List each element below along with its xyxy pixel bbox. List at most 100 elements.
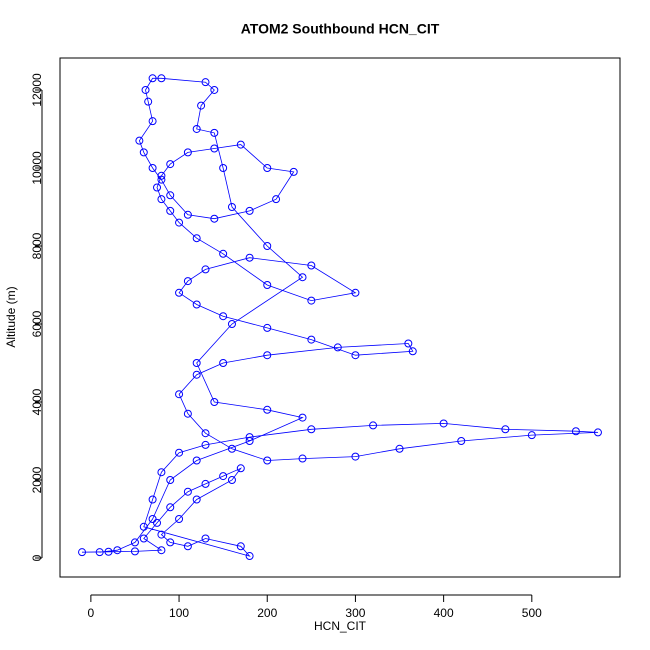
data-point — [192, 234, 201, 243]
data-point — [236, 464, 245, 473]
data-point — [307, 296, 316, 305]
data-point — [157, 468, 166, 477]
data-point — [395, 444, 404, 453]
data-point — [201, 78, 210, 87]
data-point — [263, 280, 272, 289]
data-point — [219, 472, 228, 481]
data-point — [153, 518, 162, 527]
x-axis-label: HCN_CIT — [314, 619, 367, 633]
data-point — [245, 436, 254, 445]
data-point — [439, 419, 448, 428]
data-point — [501, 425, 510, 434]
data-point — [210, 214, 219, 223]
data-point — [201, 265, 210, 274]
y-tick-label: 12000 — [30, 73, 44, 107]
data-point — [139, 522, 148, 531]
data-point — [166, 476, 175, 485]
data-point — [593, 428, 602, 437]
data-point — [139, 534, 148, 543]
data-point — [183, 542, 192, 551]
data-point — [183, 409, 192, 418]
data-point — [210, 128, 219, 137]
data-point — [263, 163, 272, 172]
data-point — [210, 397, 219, 406]
x-tick-label: 0 — [88, 606, 95, 620]
data-point — [175, 218, 184, 227]
data-point — [298, 413, 307, 422]
data-point — [307, 425, 316, 434]
y-tick-label: 10000 — [30, 151, 44, 185]
data-point — [166, 503, 175, 512]
data-point — [192, 124, 201, 133]
data-point — [571, 427, 580, 436]
y-tick-label: 0 — [30, 554, 44, 561]
data-point — [227, 476, 236, 485]
data-point — [210, 144, 219, 153]
data-point — [201, 440, 210, 449]
data-point — [135, 136, 144, 145]
data-point — [307, 335, 316, 344]
data-point — [333, 343, 342, 352]
y-tick-label: 2000 — [30, 466, 44, 493]
data-point — [157, 195, 166, 204]
data-point — [175, 515, 184, 524]
data-point — [236, 542, 245, 551]
data-point — [113, 546, 122, 555]
data-point — [263, 323, 272, 332]
data-point — [289, 167, 298, 176]
data-point — [404, 339, 413, 348]
data-point — [130, 538, 139, 547]
data-point — [245, 206, 254, 215]
data-point — [201, 479, 210, 488]
data-point — [148, 117, 157, 126]
data-point — [227, 319, 236, 328]
data-line — [81, 77, 599, 557]
data-point — [245, 433, 254, 442]
chart-title: ATOM2 Southbound HCN_CIT — [241, 21, 440, 37]
data-point — [157, 530, 166, 539]
data-point — [157, 546, 166, 555]
data-point — [192, 495, 201, 504]
data-point — [153, 183, 162, 192]
y-axis-label: Altitude (m) — [4, 286, 18, 347]
data-point — [148, 163, 157, 172]
data-point — [95, 548, 104, 557]
data-point — [227, 444, 236, 453]
data-point — [227, 202, 236, 211]
data-point — [166, 191, 175, 200]
data-point — [298, 454, 307, 463]
data-point — [210, 85, 219, 94]
data-point — [183, 277, 192, 286]
data-point — [157, 171, 166, 180]
data-point — [192, 300, 201, 309]
data-point — [457, 436, 466, 445]
data-point — [157, 74, 166, 83]
data-point — [263, 351, 272, 360]
data-point — [219, 249, 228, 258]
data-point — [166, 206, 175, 215]
data-point — [351, 288, 360, 297]
data-point — [144, 97, 153, 106]
data-point — [175, 390, 184, 399]
data-point — [175, 448, 184, 457]
data-point — [192, 358, 201, 367]
y-tick-label: 8000 — [30, 232, 44, 259]
x-tick-label: 200 — [257, 606, 277, 620]
data-point — [351, 351, 360, 360]
data-point — [157, 175, 166, 184]
data-point — [369, 421, 378, 430]
data-point — [245, 552, 254, 561]
data-point — [175, 288, 184, 297]
data-point — [130, 547, 139, 556]
x-tick-label: 100 — [169, 606, 189, 620]
data-point — [527, 431, 536, 440]
data-point — [183, 210, 192, 219]
x-tick-label: 500 — [522, 606, 542, 620]
data-point — [141, 85, 150, 94]
data-point — [307, 261, 316, 270]
data-point — [166, 160, 175, 169]
data-point — [192, 456, 201, 465]
data-point — [148, 515, 157, 524]
